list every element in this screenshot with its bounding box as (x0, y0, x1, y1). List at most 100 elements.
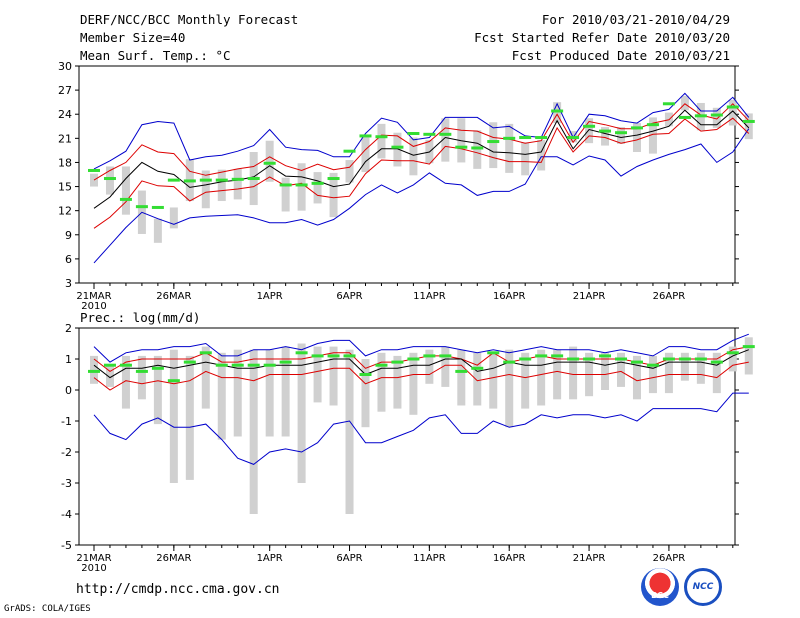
observed-marker (503, 136, 516, 140)
ensemble-box (553, 349, 562, 400)
y-tick-label: 9 (65, 229, 72, 242)
x-tick-label: 6APR (336, 553, 362, 564)
ensemble-box (297, 343, 306, 483)
observed-marker (519, 136, 532, 140)
ensemble-box (489, 122, 498, 169)
ensemble-box (90, 173, 98, 187)
observed-marker (439, 132, 452, 136)
observed-marker (646, 363, 659, 367)
series-mean-line (93, 349, 749, 379)
observed-marker (231, 177, 244, 181)
observed-marker (327, 177, 340, 181)
x-tick-label: 21APR (573, 291, 606, 302)
ensemble-box (441, 346, 450, 387)
ensemble-box (696, 352, 705, 384)
observed-marker (567, 136, 580, 140)
observed-marker (678, 115, 691, 119)
observed-marker (503, 360, 516, 364)
x-tick-label: 26MAR (156, 291, 191, 302)
ensemble-box (601, 352, 610, 390)
bcc-logo: BCC (641, 568, 679, 606)
ensemble-box (329, 346, 338, 406)
observed-marker (199, 351, 212, 355)
ncc-logo: NCC (684, 568, 722, 606)
ensemble-box (425, 349, 434, 384)
source-url[interactable]: http://cmdp.ncc.cma.gov.cn (76, 582, 280, 597)
ensemble-box (249, 349, 258, 514)
ensemble-box (393, 132, 402, 167)
x-tick-label: 11APR (413, 291, 446, 302)
ensemble-box (648, 117, 657, 154)
ensemble-box (105, 166, 114, 195)
observed-marker (630, 126, 643, 130)
ensemble-box (617, 352, 626, 387)
ensemble-box (361, 359, 370, 428)
observed-marker (391, 145, 404, 149)
series-mean-line (93, 109, 750, 209)
grads-credit: GrADS: COLA/IGES (4, 604, 91, 614)
ensemble-box (265, 140, 274, 182)
observed-marker (615, 131, 628, 135)
ensemble-box (121, 166, 130, 215)
observed-marker (535, 354, 548, 358)
ensemble-box (121, 355, 130, 409)
y-tick-label: 6 (65, 253, 72, 266)
observed-marker (471, 366, 484, 370)
refer-date: Fcst Started Refer Date 2010/03/20 (474, 30, 730, 45)
plot-frame (78, 65, 736, 284)
ensemble-box (680, 95, 689, 111)
observed-marker (119, 363, 132, 367)
y-tick-label: -3 (61, 477, 72, 490)
ensemble-box (137, 355, 146, 400)
x-tick-label: 26APR (653, 553, 686, 564)
ensemble-box (345, 349, 354, 514)
x-tick-label: 16APR (493, 553, 526, 564)
member-size: Member Size=40 (80, 30, 186, 45)
ensemble-box (457, 349, 466, 406)
observed-marker (678, 357, 691, 361)
ensemble-box (153, 355, 162, 425)
ensemble-box (585, 118, 594, 144)
y-tick-label: 21 (58, 132, 72, 145)
observed-marker (167, 379, 180, 383)
observed-marker (295, 351, 308, 355)
observed-marker (231, 363, 244, 367)
observed-marker (119, 197, 132, 201)
observed-marker (327, 354, 340, 358)
y-tick-label: 18 (58, 156, 72, 169)
observed-marker (359, 373, 372, 376)
ensemble-box (712, 107, 721, 128)
observed-marker (710, 113, 723, 117)
observed-marker (487, 140, 500, 144)
observed-marker (135, 205, 148, 209)
x-tick-label: 6APR (336, 291, 362, 302)
observed-marker (710, 360, 723, 364)
observed-marker (599, 354, 612, 358)
ensemble-box (521, 142, 530, 176)
x-tick-label: 16APR (493, 291, 526, 302)
ensemble-box (632, 123, 641, 152)
ensemble-box (297, 163, 306, 211)
ensemble-box (521, 352, 530, 409)
ensemble-box (728, 99, 737, 126)
x-tick-sublabel: 2010 (81, 563, 106, 574)
observed-marker (343, 149, 356, 153)
ensemble-box (632, 355, 641, 400)
ensemble-box (648, 355, 657, 394)
observed-marker (295, 183, 308, 187)
x-tick-label: 21MAR (76, 553, 111, 564)
observed-marker (742, 119, 755, 123)
series-lower-spread-line (93, 361, 749, 391)
ensemble-box (409, 352, 418, 415)
observed-marker (311, 181, 324, 185)
observed-marker (646, 123, 659, 127)
ensemble-box (169, 349, 178, 483)
ensemble-box (153, 218, 162, 243)
panel-title: Mean Surf. Temp.: °C (80, 48, 231, 63)
ensemble-box (313, 346, 322, 403)
observed-marker (439, 354, 452, 358)
ensemble-box (105, 365, 114, 387)
ensemble-box (680, 352, 689, 381)
ensemble-box (185, 355, 194, 480)
y-tick-label: -1 (61, 415, 72, 428)
